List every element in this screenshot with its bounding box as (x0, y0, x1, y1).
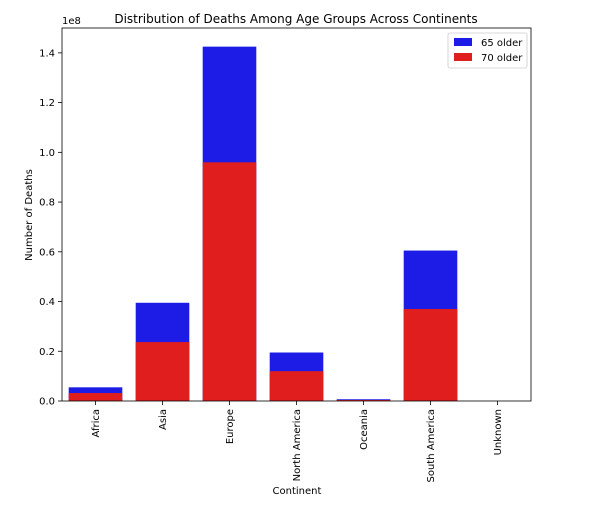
y-tick-label: 1.0 (39, 148, 55, 159)
y-tick-label: 1.4 (39, 48, 55, 59)
bar-70-older-africa (68, 393, 123, 401)
bars-group (68, 46, 458, 402)
x-tick-label-africa: Africa (91, 409, 102, 438)
x-tick-label-unknown: Unknown (493, 409, 504, 455)
y-axis-label: Number of Deaths (24, 169, 35, 261)
bar-70-older-europe (202, 162, 257, 401)
y-tick-label: 0.6 (39, 247, 55, 258)
plot-frame (61, 27, 532, 402)
legend-label-70-older: 70 older (481, 53, 523, 64)
legend-swatch-70-older (454, 53, 472, 61)
legend-label-65-older: 65 older (481, 38, 523, 49)
x-tick-label-oceania: Oceania (359, 409, 370, 450)
chart-title: Distribution of Deaths Among Age Groups … (114, 12, 477, 26)
legend-swatch-65-older (454, 38, 472, 46)
legend: 65 older 70 older (447, 32, 528, 69)
x-tick-label-europe: Europe (225, 409, 236, 444)
bar-70-older-asia (135, 342, 190, 401)
y-tick-label: 1.2 (39, 98, 55, 109)
x-tick-label-north-america: North America (292, 409, 303, 481)
bar-70-older-south-america (403, 308, 458, 401)
x-tick-label-asia: Asia (158, 409, 169, 430)
x-tick-label-south-america: South America (426, 409, 437, 483)
y-tick-label: 0.2 (39, 347, 55, 358)
y-tick-label: 0.0 (39, 397, 55, 408)
y-tick-label: 0.4 (39, 297, 55, 308)
y-tick-label: 0.8 (39, 198, 55, 209)
bar-70-older-north-america (269, 371, 324, 401)
y-offset-text: 1e8 (62, 16, 81, 27)
x-axis: Africa Asia Europe North America Oceania Sout… (91, 401, 504, 483)
bar-70-older-oceania (336, 400, 391, 401)
y-axis: 0.0 0.2 0.4 0.6 0.8 1.0 1.2 1.4 (39, 48, 62, 408)
x-axis-label: Continent (273, 486, 322, 497)
